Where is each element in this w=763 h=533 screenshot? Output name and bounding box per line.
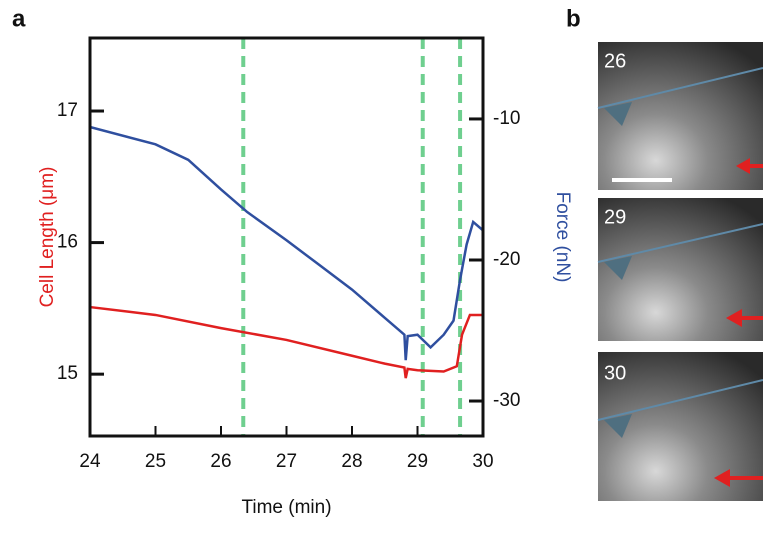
panel-label: a (12, 5, 26, 32)
micrograph: 29 (597, 198, 763, 341)
x-tick-label: 24 (79, 451, 101, 472)
y2-axis-label: Force (nN) (552, 192, 573, 283)
y-tick-label: 15 (57, 363, 78, 384)
x-tick-label: 25 (145, 451, 166, 472)
micrograph: 30 (597, 352, 763, 501)
x-tick-label: 27 (276, 451, 297, 472)
y-axis-label: Cell Length (μm) (37, 167, 58, 308)
y2-tick-label: -20 (493, 249, 520, 270)
y-tick-label: 17 (57, 100, 78, 121)
x-tick-label: 28 (341, 451, 362, 472)
y2-tick-label: -30 (493, 390, 520, 411)
image-label: 26 (604, 50, 626, 72)
y-tick-label: 16 (57, 232, 78, 253)
micrograph: 26 (597, 42, 763, 190)
image-label: 30 (604, 362, 626, 384)
image-label: 29 (604, 206, 626, 228)
x-axis-label: Time (min) (241, 497, 331, 518)
x-tick-label: 29 (407, 451, 428, 472)
x-tick-label: 26 (210, 451, 231, 472)
x-tick-label: 30 (472, 451, 493, 472)
panel-label: b (566, 5, 581, 32)
y2-tick-label: -10 (493, 108, 520, 129)
series-line (89, 305, 483, 379)
series-line (89, 125, 484, 361)
